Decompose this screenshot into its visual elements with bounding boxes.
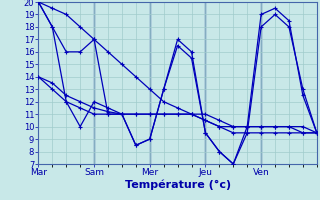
X-axis label: Température (°c): Température (°c) bbox=[124, 180, 231, 190]
